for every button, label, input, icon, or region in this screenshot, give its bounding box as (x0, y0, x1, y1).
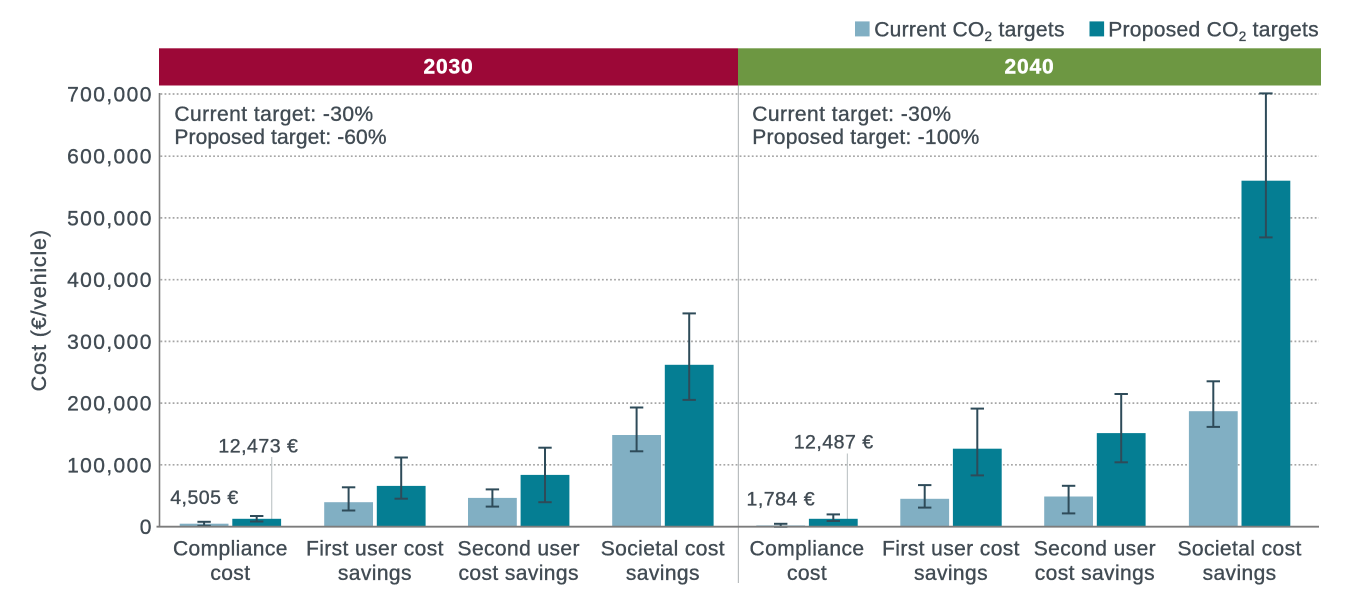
svg-text:12,473 €: 12,473 € (218, 435, 298, 457)
svg-text:Proposed target: -100%: Proposed target: -100% (752, 126, 979, 149)
svg-text:Current target: -30%: Current target: -30% (174, 103, 373, 126)
svg-text:savings: savings (338, 562, 412, 585)
svg-text:cost: cost (787, 562, 827, 585)
svg-text:savings: savings (914, 562, 988, 585)
svg-text:Compliance: Compliance (173, 538, 288, 561)
svg-text:Compliance: Compliance (750, 538, 865, 561)
svg-text:700,000: 700,000 (67, 84, 153, 107)
svg-text:300,000: 300,000 (67, 331, 153, 354)
svg-text:400,000: 400,000 (67, 269, 153, 292)
svg-text:1,784 €: 1,784 € (747, 488, 816, 510)
svg-text:Second user: Second user (1034, 538, 1156, 561)
svg-text:First user cost: First user cost (882, 538, 1020, 561)
svg-text:savings: savings (1203, 562, 1277, 585)
svg-text:First user cost: First user cost (306, 538, 444, 561)
svg-text:Current CO2 targets: Current CO2 targets (874, 19, 1065, 45)
svg-text:600,000: 600,000 (67, 146, 153, 169)
svg-text:500,000: 500,000 (67, 207, 153, 230)
svg-text:4,505 €: 4,505 € (170, 487, 239, 509)
svg-text:Societal cost: Societal cost (1177, 538, 1301, 561)
svg-text:Cost (€/vehicle): Cost (€/vehicle) (27, 229, 51, 391)
svg-text:2040: 2040 (1005, 56, 1055, 79)
svg-text:savings: savings (626, 562, 700, 585)
svg-text:Second user: Second user (458, 538, 580, 561)
svg-text:100,000: 100,000 (67, 454, 153, 477)
svg-text:cost savings: cost savings (1035, 562, 1155, 585)
svg-text:Proposed target: -60%: Proposed target: -60% (174, 126, 386, 149)
svg-text:0: 0 (140, 516, 153, 539)
svg-text:Societal cost: Societal cost (601, 538, 725, 561)
svg-text:Proposed CO2 targets: Proposed CO2 targets (1108, 19, 1319, 45)
svg-text:2030: 2030 (424, 56, 474, 79)
svg-text:12,487 €: 12,487 € (794, 431, 874, 453)
svg-text:200,000: 200,000 (67, 393, 153, 416)
svg-text:cost savings: cost savings (459, 562, 579, 585)
svg-text:cost: cost (210, 562, 250, 585)
svg-text:Current target: -30%: Current target: -30% (752, 103, 951, 126)
